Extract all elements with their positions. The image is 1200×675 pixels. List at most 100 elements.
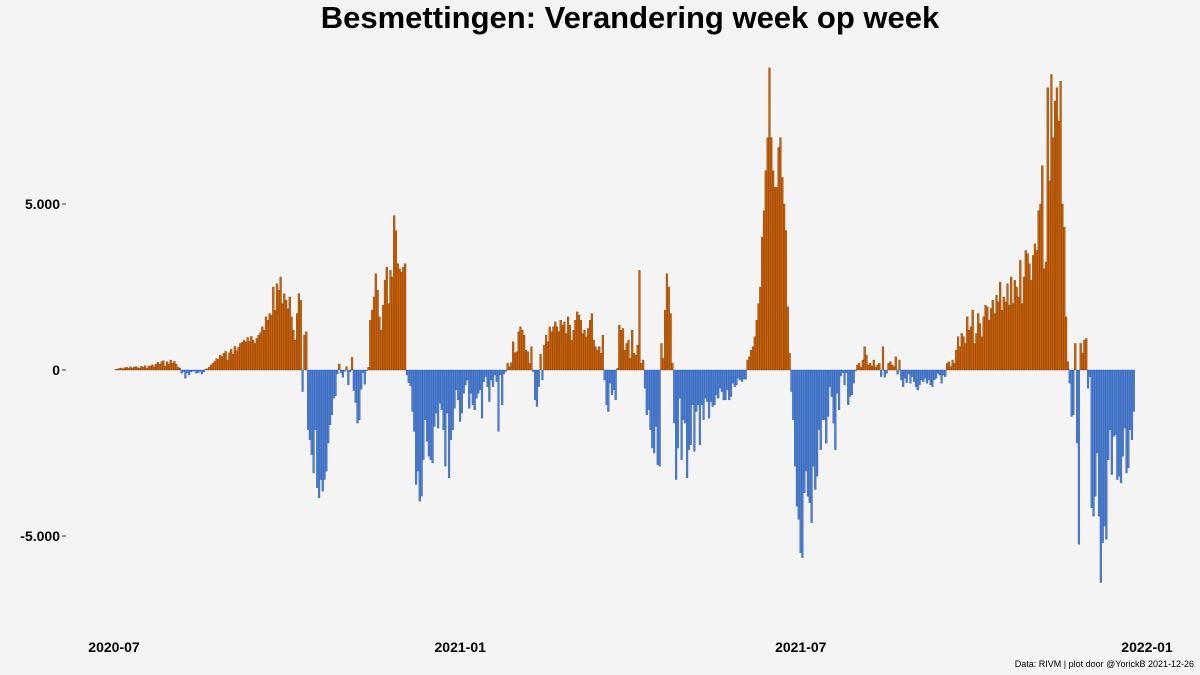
bar-decrease (883, 369, 886, 378)
bar-increase (1024, 250, 1027, 371)
bar-decrease (1101, 369, 1104, 543)
bar-increase (237, 346, 240, 371)
bar-decrease (1107, 369, 1110, 460)
bar-increase (1041, 165, 1044, 371)
bar-increase (281, 303, 284, 371)
bar-increase (125, 367, 128, 371)
bar-decrease (482, 369, 485, 382)
bar-increase (750, 349, 753, 371)
bar-decrease (651, 369, 654, 449)
bar-decrease (940, 369, 943, 384)
bar-decrease (490, 369, 493, 381)
bar-decrease (817, 369, 820, 430)
bar-decrease (455, 369, 458, 391)
bar-increase (296, 313, 299, 371)
bar-decrease (184, 369, 187, 379)
bar-decrease (442, 369, 445, 430)
bar-increase (892, 366, 896, 371)
bar-increase (642, 359, 645, 371)
bar-decrease (684, 369, 687, 424)
bar-decrease (903, 369, 907, 379)
bar-increase (173, 361, 176, 371)
bar-increase (253, 343, 257, 371)
bar-increase (176, 367, 180, 371)
bar-decrease (731, 369, 734, 384)
bar-increase (664, 310, 667, 371)
bar-increase (235, 350, 238, 371)
bar-increase (585, 336, 588, 371)
bar-increase (636, 344, 639, 371)
bar-increase (1013, 280, 1016, 371)
bar-increase (1054, 100, 1057, 371)
bar-increase (777, 147, 780, 371)
bar-decrease (814, 369, 817, 490)
bar-decrease (339, 369, 343, 373)
bar-increase (129, 366, 132, 371)
bar-decrease (944, 369, 947, 377)
bar-increase (512, 341, 515, 371)
bar-decrease (837, 369, 841, 411)
bar-increase (248, 341, 251, 371)
bar-increase (275, 283, 279, 371)
bar-increase (889, 361, 892, 371)
bar-decrease (319, 369, 322, 480)
bar-increase (640, 363, 643, 371)
bar-decrease (880, 369, 883, 377)
bar-decrease (1118, 369, 1121, 477)
bar-decrease (365, 369, 368, 371)
bar-decrease (453, 369, 456, 409)
bar-increase (592, 339, 595, 371)
bar-increase (1010, 276, 1013, 371)
bar-decrease (711, 369, 714, 407)
bar-increase (162, 360, 165, 371)
bar-decrease (896, 369, 899, 375)
bar-decrease (834, 369, 837, 450)
bar-decrease (902, 369, 905, 387)
bar-increase (1059, 80, 1062, 371)
bar-decrease (687, 369, 691, 450)
bar-decrease (477, 369, 480, 394)
bar-decrease (790, 369, 793, 392)
bar-increase (400, 271, 403, 371)
bar-increase (975, 333, 978, 371)
bar-increase (239, 343, 242, 371)
bar-decrease (535, 369, 539, 407)
bar-decrease (534, 369, 537, 401)
bar-increase (773, 187, 777, 371)
bar-decrease (797, 369, 800, 520)
bar-increase (134, 366, 138, 371)
bar-decrease (826, 369, 830, 417)
bar-increase (751, 346, 755, 371)
bar-increase (266, 320, 269, 371)
bar-decrease (854, 369, 857, 372)
bar-decrease (925, 369, 929, 384)
bar-increase (971, 310, 974, 371)
bar-increase (367, 367, 370, 371)
bar-decrease (1123, 369, 1126, 429)
x-tick-label: 2021-01 (435, 639, 487, 655)
bar-increase (169, 359, 172, 371)
bar-increase (383, 280, 387, 371)
bar-increase (303, 334, 306, 371)
bar-increase (1019, 260, 1022, 371)
bar-increase (1015, 286, 1018, 371)
bar-decrease (415, 369, 418, 485)
bar-decrease (676, 369, 680, 449)
bar-increase (127, 368, 130, 371)
bar-decrease (938, 369, 941, 376)
bar-increase (515, 351, 518, 371)
bar-decrease (848, 369, 852, 397)
bar-increase (259, 332, 262, 371)
bar-increase (508, 366, 511, 371)
bar-decrease (850, 369, 853, 396)
bar-decrease (682, 369, 685, 420)
bar-increase (510, 362, 513, 371)
bar-decrease (316, 369, 319, 489)
bar-increase (1028, 263, 1031, 371)
bar-increase (786, 306, 789, 371)
bar-increase (521, 329, 524, 371)
bar-decrease (1097, 369, 1101, 517)
bar-increase (891, 364, 894, 371)
bar-decrease (466, 369, 469, 381)
bar-increase (153, 366, 156, 371)
